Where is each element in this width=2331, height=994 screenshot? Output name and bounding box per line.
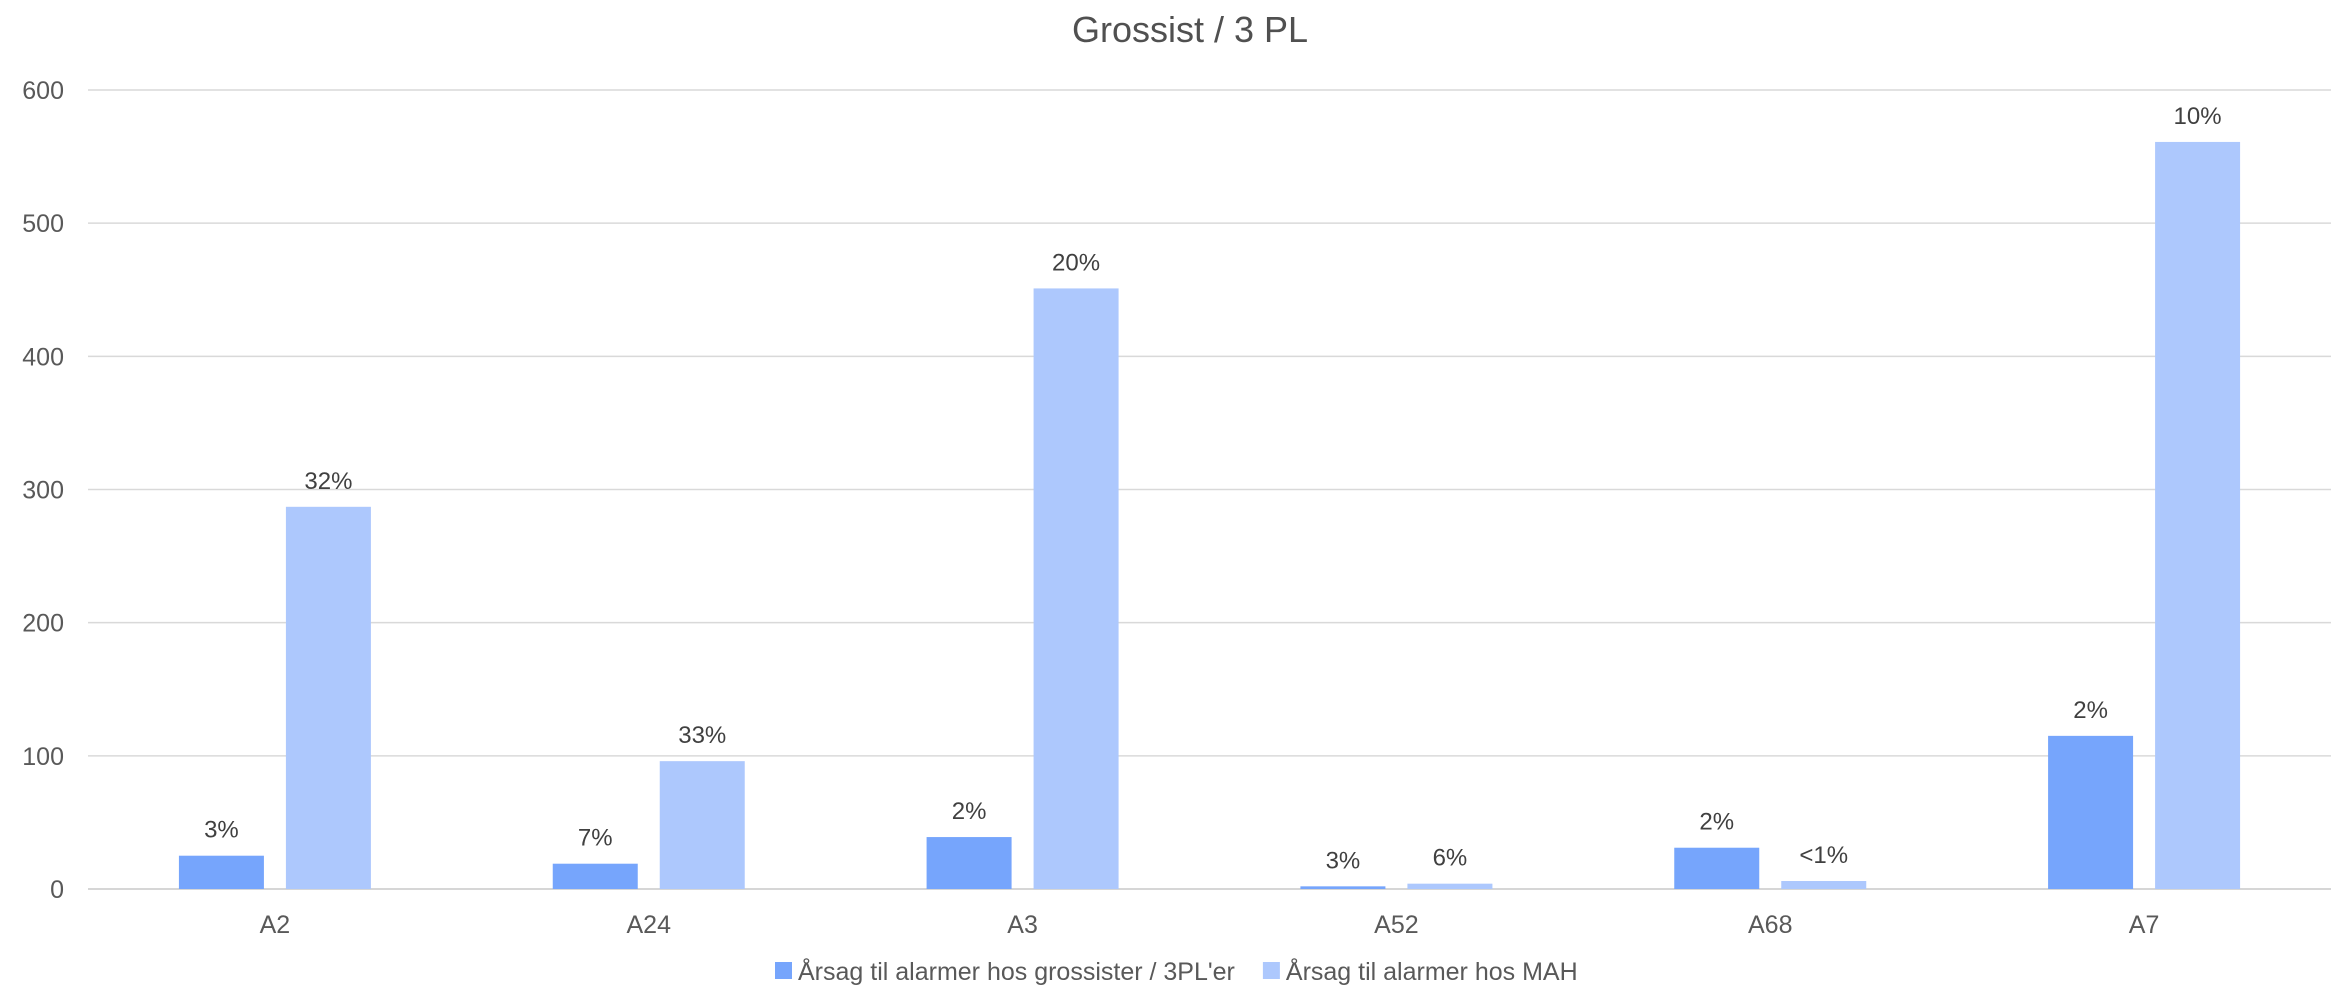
legend-swatch: [1262, 962, 1280, 979]
legend-label: Årsag til alarmer hos MAH: [1286, 956, 1578, 986]
data-label: 3%: [1326, 847, 1361, 874]
bar-mah: [659, 761, 745, 889]
data-label: 32%: [304, 468, 352, 495]
y-tick-label: 200: [22, 610, 64, 638]
data-label: 2%: [952, 798, 987, 825]
x-tick-label: A7: [2129, 911, 2160, 939]
y-tick-label: 100: [22, 743, 64, 771]
bar-mah: [1407, 883, 1493, 889]
bar-grossist: [178, 855, 264, 889]
data-label: 7%: [578, 825, 613, 852]
bar-mah: [1781, 881, 1867, 889]
x-tick-label: A52: [1374, 911, 1418, 939]
data-label: 20%: [1052, 249, 1100, 276]
bar-grossist: [1300, 886, 1386, 889]
y-tick-label: 300: [22, 477, 64, 505]
y-tick-label: 400: [22, 343, 64, 371]
x-axis: A2 A24 A3 A52 A68 A7: [260, 911, 2160, 939]
legend-label: Årsag til alarmer hos grossister / 3PL'e…: [798, 956, 1235, 986]
x-tick-label: A24: [627, 911, 672, 939]
bar-grossist: [552, 863, 638, 889]
gridlines: [88, 89, 2331, 890]
y-tick-label: 0: [50, 876, 64, 904]
x-tick-label: A68: [1748, 911, 1792, 939]
bar-grossist: [2048, 735, 2134, 889]
data-label: 3%: [204, 817, 239, 844]
data-label: 33%: [678, 722, 726, 749]
data-label: 6%: [1433, 845, 1468, 872]
bar-mah: [1033, 288, 1119, 889]
legend-swatch: [775, 962, 792, 979]
data-label: 10%: [2174, 103, 2222, 130]
y-tick-label: 500: [22, 210, 64, 238]
bar-grossist: [926, 837, 1012, 889]
chart-title: Grossist / 3 PL: [1072, 9, 1308, 50]
data-label: <1%: [1799, 842, 1848, 869]
data-label: 2%: [2073, 697, 2108, 724]
bar-mah: [2155, 141, 2241, 889]
bars: 3% 32% 7% 33% 2% 20% 3% 6% 2% <1% 2% 10%: [178, 103, 2241, 889]
x-tick-label: A2: [260, 911, 291, 939]
data-label: 2%: [1699, 809, 1734, 836]
y-tick-label: 600: [22, 77, 64, 105]
bar-mah: [285, 506, 371, 889]
x-tick-label: A3: [1007, 911, 1038, 939]
bar-grossist: [1674, 847, 1760, 889]
y-axis: 0 100 200 300 400 500 600: [22, 77, 64, 904]
legend: Årsag til alarmer hos grossister / 3PL'e…: [775, 956, 1578, 986]
